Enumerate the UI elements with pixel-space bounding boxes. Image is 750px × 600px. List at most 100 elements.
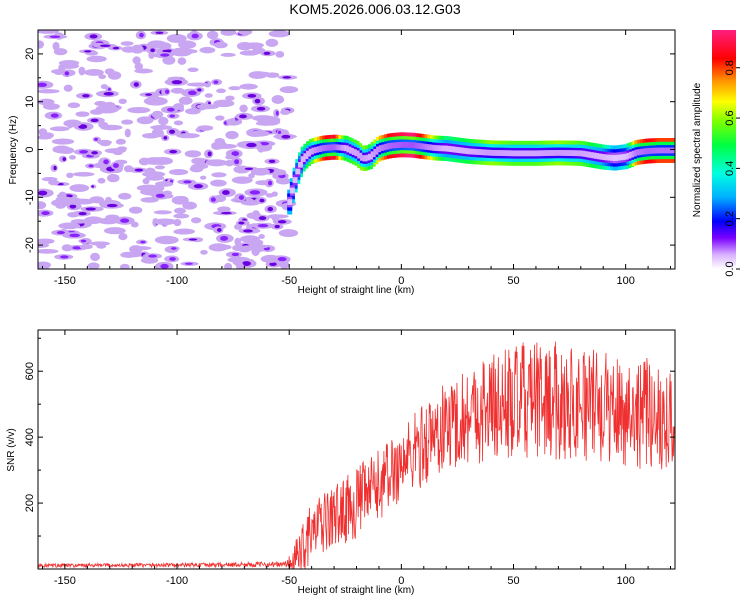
noise-blob [132,56,141,65]
noise-blob [131,246,152,251]
ridge-cell [623,153,629,160]
noise-core [107,87,111,92]
noise-blob [67,102,81,109]
noise-blob [265,72,280,78]
y-tick-label: 400 [24,428,36,446]
ridge-cell [564,150,570,156]
ridge-cell [475,149,481,155]
snr-series-line [38,341,675,569]
noise-blob [235,261,244,269]
noise-core [155,193,165,198]
noise-blob [271,95,285,104]
noise-core [167,107,175,112]
noise-core [64,71,70,76]
noise-blob [275,51,285,58]
noise-blob [121,119,134,125]
ridge-cell [583,151,589,157]
noise-blob [144,167,156,176]
noise-core [231,151,240,157]
ridge-cell [443,145,449,152]
noise-core [222,190,230,195]
ridge-cell [394,142,400,148]
noise-blob [87,262,100,269]
noise-core [169,150,178,154]
x-tick-label: -100 [166,575,188,587]
noise-core [60,255,69,259]
noise-blob [86,55,107,63]
x-tick-label: -100 [166,275,188,287]
noise-core [53,165,57,171]
noise-core [282,76,292,79]
noise-blob [38,89,60,94]
ridge-cell [631,150,637,157]
noise-blob [89,196,105,204]
ridge-cell [470,148,476,155]
noise-blob [171,195,188,205]
noise-blob [38,30,60,34]
ridge-cell [367,153,373,160]
noise-blob [244,42,264,49]
noise-blob [120,41,134,46]
noise-core [62,157,67,161]
ridge-cell [532,150,538,157]
noise-blob [143,157,165,165]
ridge-cell [287,199,293,205]
noise-core [91,185,94,188]
noise-blob [69,184,90,193]
noise-blob [52,41,60,51]
noise-blob [178,40,197,49]
noise-core [238,195,245,200]
noise-core [220,211,232,215]
ridge-cell [454,146,460,153]
ridge-cell [402,142,408,148]
ridge-cell [529,150,535,157]
noise-blob [173,228,195,235]
noise-blob [93,162,106,169]
noise-blob [89,109,104,115]
noise-blob [225,154,236,160]
noise-blob [154,235,179,245]
noise-blob [211,172,227,178]
noise-blob [63,84,73,92]
noise-blob [231,176,253,184]
noise-blob [217,206,231,213]
ridge-cell [373,148,379,155]
noise-blob [153,218,177,225]
ridge-cell [550,150,556,156]
noise-blob [134,62,143,71]
noise-core [169,114,176,118]
noise-core [103,91,114,96]
noise-blob [258,234,265,239]
ridge-cell [639,148,645,155]
noise-core [274,224,280,229]
noise-blob [191,157,206,165]
noise-blob [168,168,189,176]
noise-blob [58,63,80,69]
ridge-cell [610,155,616,161]
noise-blob [52,145,71,154]
noise-blob [204,93,213,98]
noise-blob [78,66,86,76]
spectrogram-y-axis-label: Frequency (Hz) [8,116,19,185]
noise-blob [70,219,88,224]
noise-core [256,106,266,111]
snr-axes: -150 -100 -50 0 50 100 200 400 600 [24,330,675,587]
ridge-cell [637,149,643,155]
noise-blob [38,40,45,49]
ridge-cell [319,145,325,152]
spectrogram-x-axis-label: Height of straight line (km) [298,285,415,296]
noise-core [171,80,183,85]
noise-blob [212,244,232,251]
noise-blob [107,71,122,80]
ridge-cell [655,147,661,154]
ridge-cell [666,147,672,154]
noise-blob [121,46,137,53]
ridge-cell [591,152,597,159]
ridge-cell [607,154,613,161]
noise-core [69,233,80,238]
x-tick-label: 50 [507,275,519,287]
ridge-cell [300,156,306,162]
ridge-cell [378,145,384,151]
ridge-cell [429,144,435,151]
